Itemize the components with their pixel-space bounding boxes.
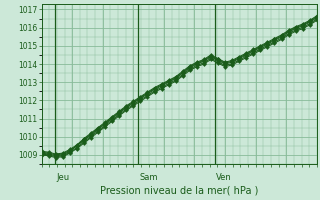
Text: Jeu: Jeu: [57, 173, 70, 182]
X-axis label: Pression niveau de la mer( hPa ): Pression niveau de la mer( hPa ): [100, 186, 258, 196]
Text: Sam: Sam: [139, 173, 158, 182]
Text: Ven: Ven: [216, 173, 232, 182]
